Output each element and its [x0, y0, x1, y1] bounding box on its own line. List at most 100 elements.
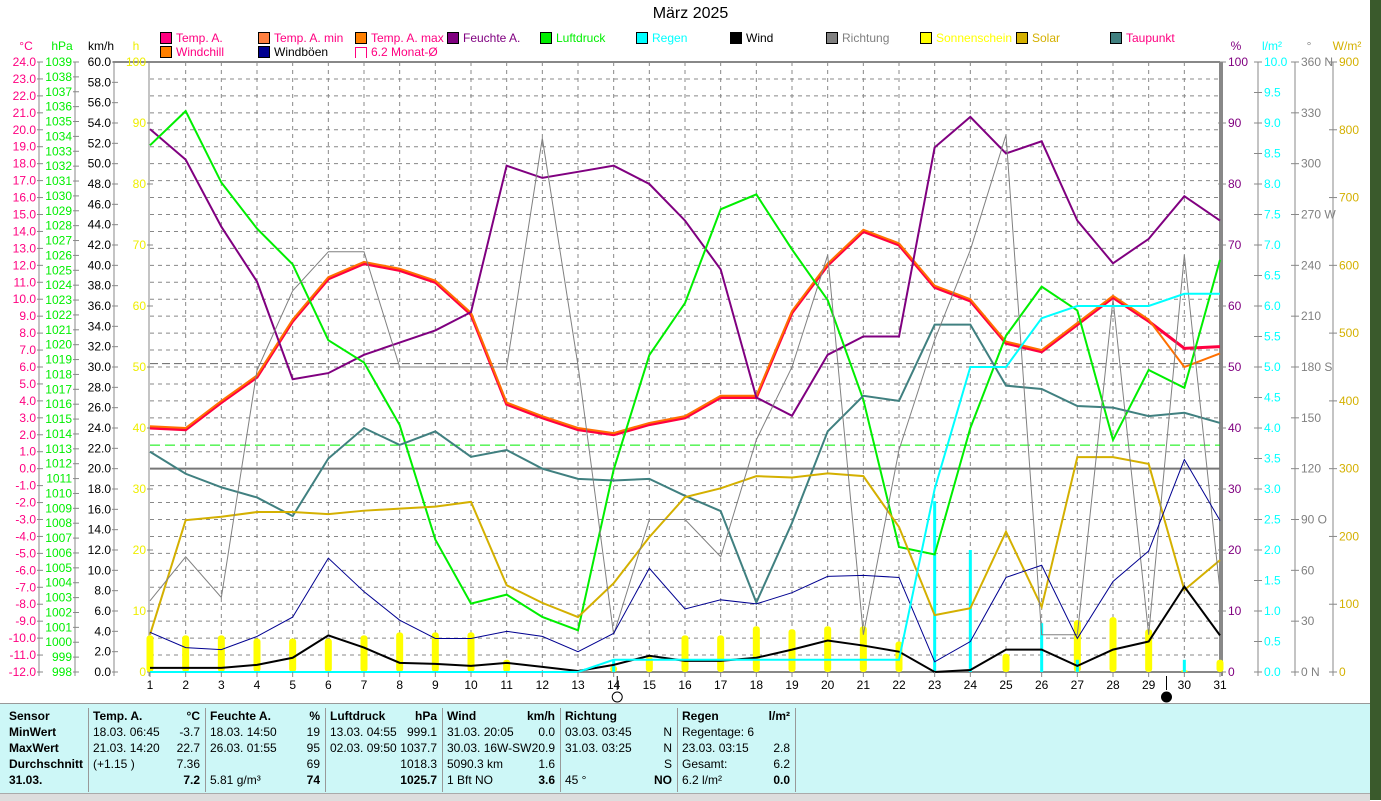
sunshine-bar: [1003, 654, 1010, 672]
stats-value: NO: [654, 772, 672, 788]
axis-tick-label: 10.0: [1264, 55, 1288, 69]
axis-tick-label: 1022: [45, 308, 72, 322]
legend-item: Temp. A. min: [258, 31, 343, 45]
legend-label: 6.2 Monat-Ø: [371, 45, 438, 59]
stats-value: 19: [307, 724, 320, 740]
stats-value: 1018.3: [400, 756, 437, 772]
axis-tick-label: -7.0: [15, 580, 36, 594]
axis-tick-label: 28.0: [88, 380, 112, 394]
axis-tick-label: 300: [1301, 157, 1321, 171]
x-tick-label: 15: [643, 678, 657, 692]
x-tick-label: 23: [928, 678, 942, 692]
stats-value: -3.7: [179, 724, 200, 740]
x-tick-label: 28: [1106, 678, 1120, 692]
axis-tick-label: 18.0: [88, 482, 112, 496]
axis-tick-label: 90 O: [1301, 513, 1327, 527]
x-tick-label: 7: [361, 678, 368, 692]
axis-tick-label: 22.0: [88, 441, 112, 455]
axis-tick-label: 1019: [45, 353, 72, 367]
stats-label: 31.03. 03:25: [565, 740, 632, 756]
sunshine-bar: [254, 638, 261, 672]
legend-item: Solar: [1016, 31, 1060, 45]
stats-row: Sensor: [4, 708, 88, 724]
legend-swatch: [920, 32, 932, 44]
axis-tick-label: 42.0: [88, 238, 112, 252]
stats-label: Regentage: 6: [682, 724, 754, 740]
axis-tick-label: 54.0: [88, 116, 112, 130]
stats-label: 31.03.: [9, 772, 42, 788]
stats-label: Gesamt:: [682, 756, 727, 772]
stats-row: Richtung: [560, 708, 677, 724]
axis-tick-label: 9.0: [1264, 116, 1281, 130]
stats-row: 1018.3: [325, 756, 442, 772]
axis-tick-label: 38.0: [88, 279, 112, 293]
axis-tick-label: 1037: [45, 85, 72, 99]
legend-swatch: [1110, 32, 1122, 44]
axis-unit-sunshine: h: [133, 39, 140, 53]
stats-label: 45 °: [565, 772, 586, 788]
axis-tick-label: 36.0: [88, 299, 112, 313]
axis-tick-label: 10: [1228, 604, 1242, 618]
x-tick-label: 24: [964, 678, 978, 692]
axis-tick-label: 1021: [45, 323, 72, 337]
axis-tick-label: -4.0: [15, 529, 36, 543]
stats-label: Regen: [682, 708, 719, 724]
axis-tick-label: -10.0: [9, 631, 37, 645]
axis-tick-label: 20: [1228, 543, 1242, 557]
axis-tick-label: 70: [133, 238, 147, 252]
axis-tick-label: 90: [1228, 116, 1242, 130]
axis-tick-label: 150: [1301, 411, 1321, 425]
axis-tick-label: 12.0: [13, 258, 37, 272]
axis-tick-label: 10: [133, 604, 147, 618]
axis-tick-label: 2.0: [19, 428, 36, 442]
legend-label: Sonnenschein: [936, 31, 1012, 45]
axis-tick-label: 4.0: [1264, 421, 1281, 435]
axis-tick-label: 20.0: [88, 462, 112, 476]
legend-item: Wind: [730, 31, 773, 45]
axis-tick-label: 1012: [45, 457, 72, 471]
stats-value: 2.8: [773, 740, 790, 756]
axis-tick-label: 2.0: [1264, 543, 1281, 557]
axis-tick-label: 0.5: [1264, 635, 1281, 649]
legend-item: Richtung: [826, 31, 889, 45]
legend-item: Taupunkt: [1110, 31, 1175, 45]
axis-tick-label: 7.0: [1264, 238, 1281, 252]
stats-row: MaxWert: [4, 740, 88, 756]
axis-tick-label: 5.0: [19, 377, 36, 391]
axis-tick-label: 330: [1301, 106, 1321, 120]
legend-item: Luftdruck: [540, 31, 605, 45]
axis-tick-label: 100: [1339, 597, 1359, 611]
stats-row: Temp. A.°C: [88, 708, 205, 724]
stats-value: 20.9: [532, 740, 555, 756]
axis-tick-label: 4.0: [94, 624, 111, 638]
axis-tick-label: 5.5: [1264, 330, 1281, 344]
axis-tick-label: 30: [133, 482, 147, 496]
stats-value: 95: [307, 740, 320, 756]
x-tick-label: 22: [892, 678, 906, 692]
legend-label: Temp. A. min: [274, 31, 343, 45]
axis-unit-wind: km/h: [88, 39, 114, 53]
axis-tick-label: 100: [126, 55, 146, 69]
axis-tick-label: 20.0: [13, 123, 37, 137]
sunshine-bar: [147, 635, 154, 672]
axis-tick-label: 1013: [45, 442, 72, 456]
stats-label: 02.03. 09:50: [330, 740, 397, 756]
legend-swatch: [258, 46, 270, 58]
axis-tick-label: 1001: [45, 620, 72, 634]
x-tick-label: 17: [714, 678, 728, 692]
axis-tick-label: 5.0: [1264, 360, 1281, 374]
legend-item: Regen: [636, 31, 687, 45]
legend-swatch: [636, 32, 648, 44]
axis-tick-label: 1007: [45, 531, 72, 545]
legend-swatch: [160, 32, 172, 44]
